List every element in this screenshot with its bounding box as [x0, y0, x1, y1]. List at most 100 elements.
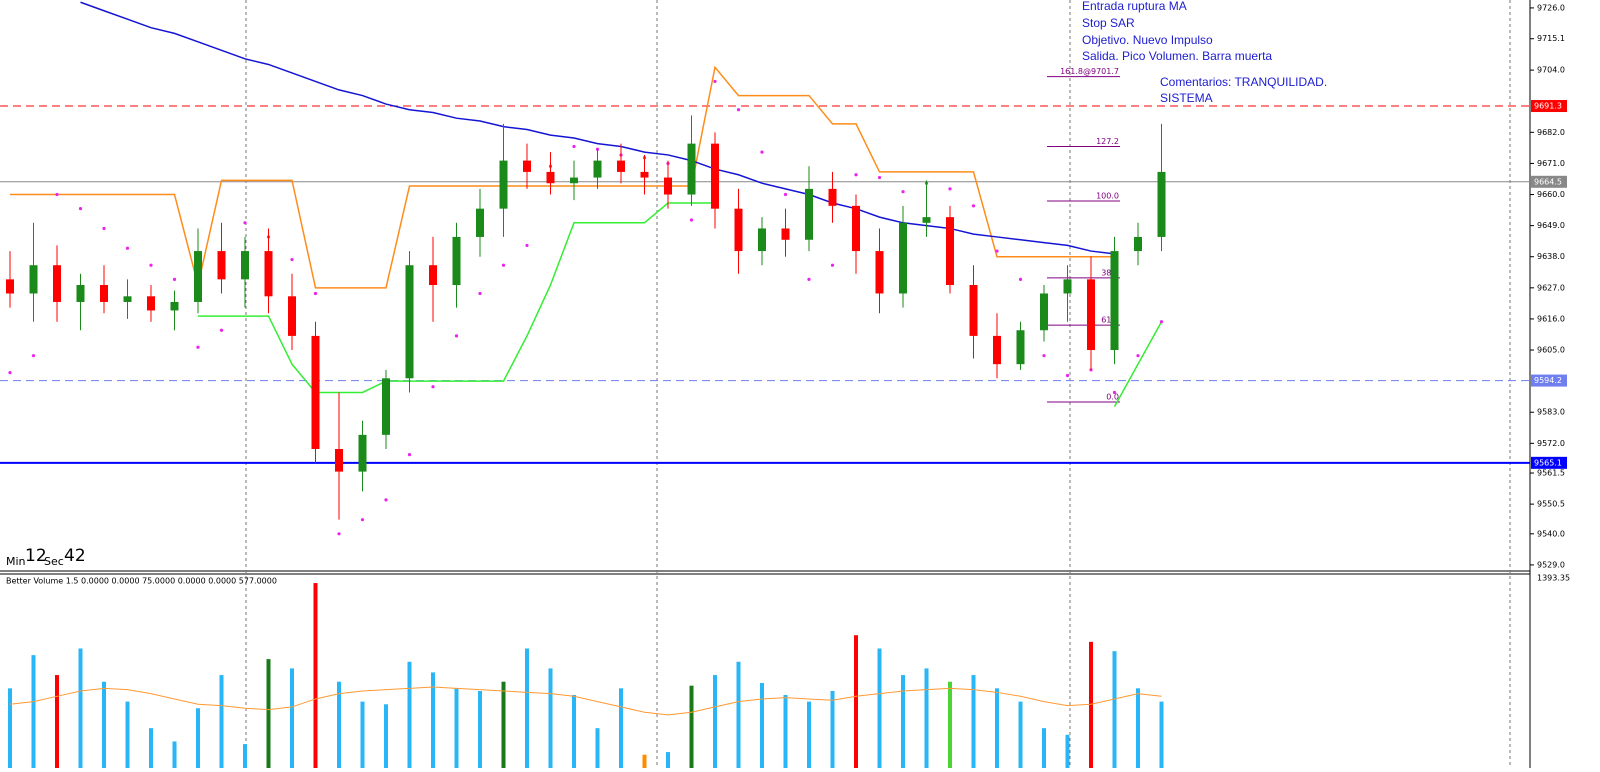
sar-dot: [854, 173, 858, 177]
candle-body: [687, 143, 696, 195]
sar-dot: [572, 144, 576, 149]
sar-dot: [337, 532, 341, 536]
price-label: 9664.5: [1534, 177, 1562, 186]
sar-dot: [196, 345, 200, 349]
volume-ma-line: [9, 686, 1162, 716]
candle-body: [100, 285, 108, 302]
volume-bar: [924, 668, 929, 768]
volume-bar: [454, 688, 459, 768]
volume-bar: [689, 685, 694, 768]
sar-dot: [384, 498, 388, 502]
volume-bar: [572, 694, 576, 768]
sar-dot: [525, 243, 529, 248]
sar-dot: [760, 150, 764, 154]
sar-dot: [807, 277, 811, 281]
sar-dot: [689, 218, 694, 222]
sar-dot: [948, 187, 952, 191]
candle-body: [147, 296, 155, 311]
y-tick-label: 9671.0: [1537, 159, 1565, 168]
sar-dot: [877, 175, 882, 180]
timer-min: 12: [25, 546, 47, 566]
ma-line: [80, 1, 1115, 255]
candle-body: [640, 171, 649, 178]
candle-body: [852, 205, 860, 252]
volume-bar: [501, 681, 506, 768]
sar-dot: [995, 249, 999, 253]
candle-body: [664, 177, 672, 195]
volume-bar: [1089, 641, 1093, 768]
sar-dot: [1136, 354, 1140, 358]
y-tick-label: 9627.0: [1537, 283, 1565, 292]
annotation: Entrada ruptura MA: [1082, 0, 1187, 13]
volume-bar: [196, 708, 200, 768]
price-label-box: [1531, 456, 1567, 469]
y-tick-label: 9649.0: [1537, 221, 1565, 230]
candle-body: [476, 208, 484, 237]
candle-body: [499, 160, 508, 209]
volume-bar: [525, 648, 529, 768]
sar-dot: [1159, 320, 1164, 324]
candle-body: [969, 285, 978, 336]
volume-bar: [971, 675, 976, 768]
y-tick-label: 9605.0: [1537, 346, 1565, 355]
volume-bar: [783, 694, 788, 768]
candle-body: [76, 285, 85, 302]
fib-label: 100.0: [1096, 192, 1119, 201]
candle-body: [546, 171, 555, 184]
volume-bar: [1112, 651, 1117, 768]
timer-sec: 42: [64, 546, 86, 566]
candle-body: [241, 251, 249, 280]
indicator-label: Better Volume 1.5 0.0000 0.0000 75.0000 …: [6, 577, 277, 586]
volume-bar: [55, 675, 59, 768]
annotations: Entrada ruptura MA Stop SAR Objetivo. Nu…: [1082, 0, 1327, 105]
candle-body: [264, 251, 273, 297]
sar-dot: [736, 108, 741, 112]
candle-body: [570, 177, 578, 184]
timer-sec-label: Sec: [44, 555, 64, 568]
fib-label: 127.2: [1096, 137, 1119, 146]
price-label: 9691.3: [1534, 102, 1562, 111]
sar-dot: [243, 221, 247, 225]
volume-bar: [901, 675, 905, 768]
annotation: Objetivo. Nuevo Impulso: [1082, 33, 1213, 47]
candle-body: [170, 301, 179, 311]
y-tick-label: 9561.5: [1537, 469, 1565, 478]
y-tick-label: 9583.0: [1537, 408, 1565, 417]
candle-body: [29, 265, 38, 294]
sar-dot: [783, 192, 788, 197]
volume-bar: [172, 741, 177, 768]
volume-bar: [877, 648, 882, 768]
timer-min-label: Min: [6, 555, 26, 568]
sar-dot: [1042, 354, 1046, 358]
volume-bar: [1018, 701, 1023, 768]
fib-label: 0.0: [1106, 393, 1119, 402]
price-label-box: [1531, 100, 1567, 113]
candle-body: [993, 335, 1001, 365]
candle-body: [358, 434, 367, 472]
volume-bar: [1136, 688, 1140, 768]
price-label: 9594.2: [1534, 376, 1562, 385]
time-separators: [245, 0, 1511, 768]
y-tick-label: 9550.5: [1537, 500, 1565, 509]
sar-dot: [149, 263, 153, 267]
price-label-box: [1531, 374, 1567, 387]
y-tick-label: 9715.1: [1537, 34, 1565, 43]
comment: SISTEMA: [1160, 91, 1213, 105]
candle-body: [429, 265, 437, 285]
volume-bar: [1065, 734, 1070, 768]
sar-dot: [595, 147, 600, 151]
sar-dot: [290, 257, 294, 262]
candle-body: [6, 279, 14, 294]
candle-body: [1087, 279, 1095, 351]
volume-bar: [384, 704, 388, 768]
candle-body: [758, 228, 766, 252]
y-tick-label: 9572.0: [1537, 439, 1565, 448]
volume-bar: [807, 701, 811, 768]
y-tick-label: 9616.0: [1537, 314, 1565, 323]
volume-bar: [995, 688, 999, 768]
candle-body: [922, 217, 931, 223]
sar-dot: [31, 354, 36, 358]
volume-bar: [313, 583, 318, 768]
